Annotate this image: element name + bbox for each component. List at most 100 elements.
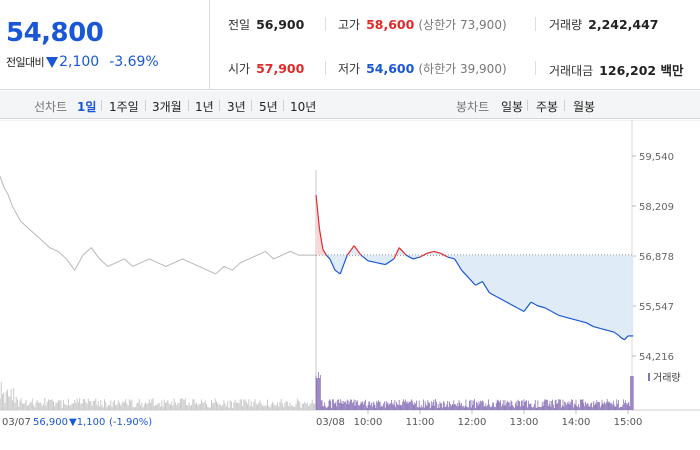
stat-upper-limit: (상한가 73,900)	[418, 18, 507, 32]
price-segment	[558, 314, 566, 318]
prev-day-close: 56,900	[33, 417, 68, 428]
stat-lower-limit: (하한가 39,900)	[418, 62, 507, 76]
price-segment	[360, 254, 369, 262]
stat-prev-close-value: 56,900	[256, 17, 305, 32]
price-segment	[334, 269, 341, 275]
day-label: 03/08	[316, 417, 345, 428]
down-triangle-icon	[46, 56, 59, 68]
price-segment	[530, 301, 539, 307]
tab-daily[interactable]: 일봉	[501, 100, 524, 114]
tab-monthly[interactable]: 월봉	[573, 100, 596, 114]
x-tick-label: 12:00	[458, 417, 487, 428]
price-segment	[412, 256, 421, 260]
quote-header: 54,800 전일대비 2,100 -3.69% 전일 56,900 고가 58…	[0, 0, 700, 90]
change-value: 2,100	[59, 54, 100, 70]
price-segment	[376, 262, 386, 266]
price-segment	[593, 325, 601, 330]
divider	[219, 100, 220, 111]
y-tick-label: 55,547	[639, 302, 674, 313]
x-tick-label: 14:00	[562, 417, 591, 428]
price-segment	[544, 307, 553, 313]
y-tick-label: 54,216	[639, 352, 674, 363]
current-price: 54,800	[6, 18, 104, 48]
line-chart-label: 선차트	[34, 100, 68, 114]
tab-weekly[interactable]: 주봉	[536, 100, 559, 114]
price-chart: 59,540 58,209 56,878 55,547 54,216 거래량 03/07 56…	[0, 120, 700, 428]
change-label: 전일대비	[6, 56, 45, 69]
stat-open: 시가 57,900	[228, 60, 304, 77]
area-fill	[316, 195, 634, 340]
divider	[251, 100, 252, 111]
price-segment	[461, 269, 469, 279]
stat-low-label: 저가	[338, 62, 361, 76]
stat-open-value: 57,900	[256, 61, 305, 76]
price-segment	[565, 316, 573, 320]
price-segment	[618, 335, 622, 339]
price-segment	[440, 252, 449, 258]
tab-1y[interactable]: 1년	[195, 100, 214, 114]
price-segment	[624, 335, 629, 341]
x-tick-label: 13:00	[510, 417, 539, 428]
change-percent: -3.69%	[109, 54, 159, 70]
divider	[535, 61, 536, 75]
quote-summary: 54,800 전일대비 2,100 -3.69%	[0, 0, 210, 90]
price-segment	[502, 299, 511, 305]
price-segment	[523, 301, 532, 312]
prev-day-line	[0, 176, 316, 275]
price-segment	[353, 245, 362, 256]
price-segment	[398, 247, 407, 256]
tab-1d[interactable]: 1일	[77, 100, 97, 114]
divider	[145, 100, 146, 111]
price-segment	[495, 295, 504, 301]
tab-3y[interactable]: 3년	[227, 100, 246, 114]
price-segment	[329, 258, 336, 271]
candle-chart-label: 봉차트	[456, 100, 490, 114]
stat-high: 고가 58,600 (상한가 73,900)	[338, 16, 507, 33]
price-segment	[481, 281, 490, 294]
price-segment	[339, 254, 348, 275]
tab-1w[interactable]: 1주일	[109, 100, 139, 114]
stat-volume: 거래량 2,242,447	[549, 16, 659, 33]
divider	[101, 100, 102, 111]
stat-low-value: 54,600	[366, 61, 415, 76]
stat-open-label: 시가	[228, 62, 251, 76]
price-segment	[385, 258, 395, 266]
tab-10y[interactable]: 10년	[290, 100, 317, 114]
area-fill-up	[316, 195, 327, 256]
stat-volume-label: 거래량	[549, 18, 583, 32]
x-tick-label: 15:00	[614, 417, 643, 428]
stat-high-label: 고가	[338, 18, 361, 32]
y-tick-label: 56,878	[639, 252, 674, 263]
stat-high-value: 58,600	[366, 17, 415, 32]
price-segment	[551, 310, 559, 316]
change-line: 전일대비 2,100 -3.69%	[6, 54, 159, 70]
price-segment	[346, 245, 355, 256]
price-segment	[318, 228, 324, 250]
price-segment	[433, 250, 441, 254]
price-segment	[586, 322, 594, 328]
volume-legend-swatch	[648, 373, 650, 381]
stat-amount-label: 거래대금	[549, 64, 594, 78]
price-segment	[620, 337, 625, 341]
price-segment	[537, 305, 545, 309]
tab-5y[interactable]: 5년	[259, 100, 278, 114]
divider	[564, 100, 565, 111]
divider	[325, 61, 326, 75]
price-segment	[613, 331, 620, 337]
price-segment	[315, 195, 321, 229]
quote-stats: 전일 56,900 고가 58,600 (상한가 73,900) 거래량 2,2…	[211, 0, 700, 90]
volume-label: 거래량	[653, 372, 681, 384]
price-segment	[325, 254, 331, 260]
price-segment	[419, 252, 428, 258]
price-segment	[489, 292, 497, 298]
stat-prev-close-label: 전일	[228, 18, 251, 32]
tab-3m[interactable]: 3개월	[152, 100, 182, 114]
y-tick-label: 58,209	[639, 202, 674, 213]
prev-day-pct: (-1.90%)	[109, 417, 152, 428]
divider	[283, 100, 284, 111]
stat-low: 저가 54,600 (하한가 39,900)	[338, 60, 507, 77]
price-segment	[607, 329, 615, 333]
price-segment	[367, 260, 377, 264]
price-segment	[393, 247, 400, 260]
price-segment	[426, 250, 435, 254]
